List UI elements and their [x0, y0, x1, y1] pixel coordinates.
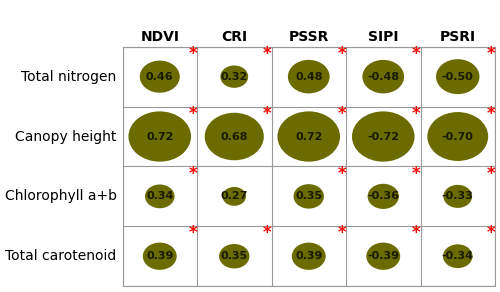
- Text: Total carotenoid: Total carotenoid: [6, 249, 116, 263]
- Text: PSRI: PSRI: [440, 30, 476, 44]
- Text: Total nitrogen: Total nitrogen: [22, 70, 116, 84]
- Circle shape: [428, 112, 488, 161]
- Text: -0.50: -0.50: [442, 72, 474, 82]
- Text: 0.72: 0.72: [295, 131, 322, 142]
- Circle shape: [443, 244, 472, 268]
- Text: -0.36: -0.36: [367, 191, 399, 201]
- Text: *: *: [412, 45, 420, 63]
- Text: *: *: [412, 105, 420, 123]
- Text: *: *: [412, 225, 420, 242]
- Circle shape: [143, 243, 176, 270]
- Text: *: *: [337, 165, 346, 182]
- Circle shape: [219, 244, 250, 268]
- Text: 0.46: 0.46: [146, 72, 174, 82]
- Text: *: *: [337, 105, 346, 123]
- Circle shape: [352, 111, 414, 162]
- Text: 0.39: 0.39: [295, 251, 322, 261]
- Text: -0.33: -0.33: [442, 191, 474, 201]
- Circle shape: [222, 187, 246, 206]
- Text: Chlorophyll a+b: Chlorophyll a+b: [4, 190, 116, 203]
- Text: NDVI: NDVI: [140, 30, 179, 44]
- Circle shape: [220, 65, 248, 88]
- Text: -0.70: -0.70: [442, 131, 474, 142]
- Circle shape: [145, 185, 174, 208]
- Text: *: *: [486, 225, 495, 242]
- Text: 0.39: 0.39: [146, 251, 174, 261]
- Text: *: *: [188, 165, 197, 182]
- Text: PSSR: PSSR: [288, 30, 329, 44]
- Circle shape: [362, 60, 404, 93]
- Circle shape: [140, 60, 179, 93]
- Text: *: *: [188, 45, 197, 63]
- Circle shape: [368, 184, 399, 209]
- Circle shape: [444, 185, 472, 208]
- Text: *: *: [188, 225, 197, 242]
- Text: CRI: CRI: [221, 30, 248, 44]
- Text: Canopy height: Canopy height: [15, 130, 116, 143]
- Text: -0.34: -0.34: [442, 251, 474, 261]
- Text: -0.39: -0.39: [367, 251, 399, 261]
- Circle shape: [288, 60, 330, 93]
- Text: 0.32: 0.32: [220, 72, 248, 82]
- Text: 0.27: 0.27: [220, 191, 248, 201]
- Circle shape: [278, 111, 340, 162]
- Text: 0.34: 0.34: [146, 191, 174, 201]
- Circle shape: [292, 243, 326, 270]
- Text: *: *: [486, 165, 495, 182]
- Circle shape: [294, 184, 324, 208]
- Text: 0.48: 0.48: [295, 72, 322, 82]
- Text: *: *: [412, 165, 420, 182]
- Text: 0.68: 0.68: [220, 131, 248, 142]
- Circle shape: [128, 111, 191, 162]
- Text: *: *: [262, 225, 272, 242]
- Circle shape: [204, 113, 264, 160]
- Text: 0.72: 0.72: [146, 131, 174, 142]
- Text: *: *: [337, 45, 346, 63]
- Text: SIPI: SIPI: [368, 30, 398, 44]
- Text: *: *: [262, 105, 272, 123]
- Text: *: *: [486, 45, 495, 63]
- Text: *: *: [337, 225, 346, 242]
- Circle shape: [436, 59, 480, 94]
- Text: -0.72: -0.72: [367, 131, 399, 142]
- Text: 0.35: 0.35: [220, 251, 248, 261]
- Text: *: *: [262, 45, 272, 63]
- Text: *: *: [188, 105, 197, 123]
- Text: -0.48: -0.48: [367, 72, 400, 82]
- Text: *: *: [486, 105, 495, 123]
- Text: 0.35: 0.35: [295, 191, 322, 201]
- Circle shape: [366, 243, 400, 270]
